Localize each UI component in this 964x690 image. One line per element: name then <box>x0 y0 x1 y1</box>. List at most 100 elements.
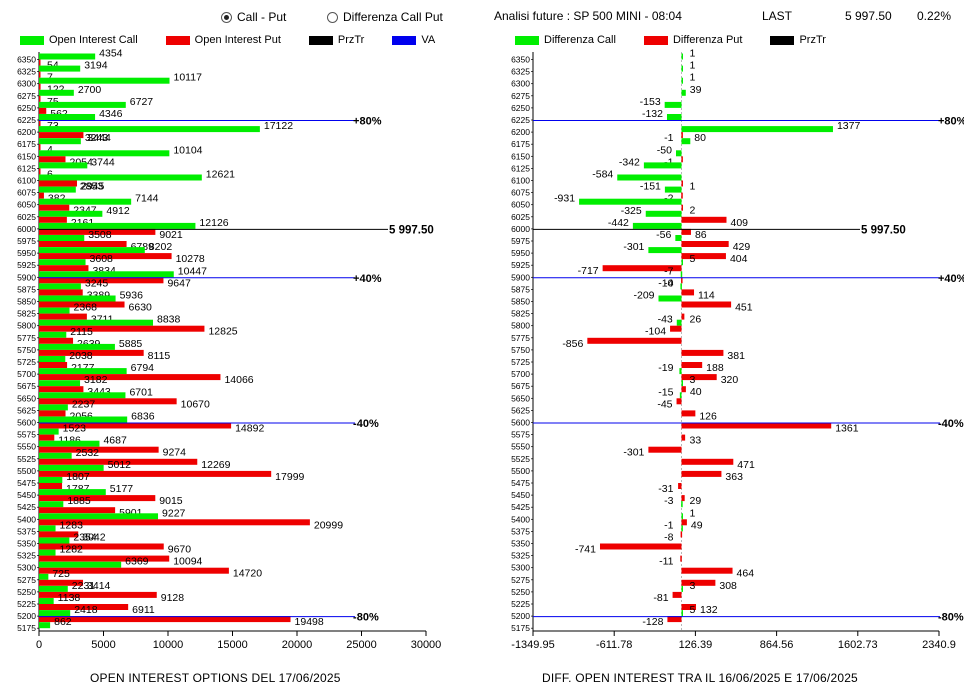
data-label-put: 29 <box>689 495 701 507</box>
data-label-put: -128 <box>642 616 663 628</box>
bar-call <box>681 138 691 145</box>
bar-put <box>602 265 682 272</box>
data-label-put: -1 <box>664 132 673 144</box>
data-label-put: 86 <box>695 229 707 241</box>
data-label-put: 9021 <box>159 229 183 241</box>
legend-item-va: VA <box>392 34 435 46</box>
bar-call <box>39 53 96 60</box>
legend-label: PrzTr <box>337 34 365 46</box>
data-label-call: -56 <box>656 229 671 241</box>
data-label-call: 5177 <box>110 483 134 495</box>
strike-label: 5350 <box>511 539 530 549</box>
data-label-put: 409 <box>730 217 748 229</box>
bar-put <box>39 120 41 126</box>
bar-put <box>39 107 47 114</box>
strike-label: 6300 <box>17 79 36 89</box>
bar-put <box>39 434 55 441</box>
bar-call <box>632 222 682 229</box>
radio-selected-icon <box>221 11 232 23</box>
data-label-put: 2 <box>689 205 695 217</box>
data-label-call: 3 <box>689 374 695 386</box>
legend-label: Open Interest Put <box>194 34 281 46</box>
bar-put <box>39 519 310 526</box>
data-label-call: -43 <box>658 314 673 326</box>
bar-put <box>39 325 205 332</box>
data-label-put: 20999 <box>314 519 343 531</box>
data-label-call: 2368 <box>74 302 98 314</box>
legend-label: PrzTr <box>799 34 826 46</box>
bar-call <box>681 65 683 72</box>
data-label-put: -31 <box>658 483 673 495</box>
strike-label: 5500 <box>511 466 530 476</box>
bar-call <box>681 585 683 592</box>
data-label-call: 3744 <box>91 156 115 168</box>
va-label: +80% <box>353 116 382 128</box>
data-label-put: 19498 <box>295 616 324 628</box>
bar-put <box>39 604 129 610</box>
data-label-call: 1 <box>689 60 695 72</box>
strike-label: 5850 <box>511 297 530 307</box>
strike-label: 6175 <box>17 139 36 149</box>
data-label-call: 7144 <box>135 193 159 205</box>
x-tick-label: 25000 <box>346 639 377 651</box>
bar-put <box>39 555 170 562</box>
last-value: 5 997.50 <box>845 9 892 23</box>
bar-put <box>39 71 41 78</box>
data-label-call: -3 <box>664 495 673 507</box>
bar-call <box>645 210 682 217</box>
bar-put <box>39 180 77 187</box>
bar-call <box>39 331 67 338</box>
bar-call <box>675 235 682 241</box>
bar-call <box>39 489 106 496</box>
va-label: -40% <box>353 418 379 430</box>
strike-label: 5725 <box>511 357 530 367</box>
strike-label: 6025 <box>511 212 530 222</box>
bar-call <box>39 89 74 96</box>
bar-put <box>681 386 686 393</box>
bar-put <box>39 192 44 199</box>
strike-label: 6175 <box>511 139 530 149</box>
bar-call <box>39 101 126 108</box>
radio-call-put-label: Call - Put <box>237 10 287 24</box>
legend-item-przTr-right: PrzTr <box>770 34 826 46</box>
strike-label: 5225 <box>511 599 530 609</box>
data-label-put: 14720 <box>233 568 262 580</box>
bar-put <box>39 446 159 453</box>
left-chart-title: OPEN INTEREST OPTIONS DEL 17/06/2025 <box>90 671 341 685</box>
x-tick-label: 1602.73 <box>838 639 878 651</box>
strike-label: 6225 <box>511 115 530 125</box>
bar-call <box>39 561 122 568</box>
strike-label: 5250 <box>17 587 36 597</box>
bar-call <box>39 114 96 120</box>
bar-call <box>681 525 683 532</box>
bar-put <box>39 132 84 139</box>
strike-label: 6100 <box>511 176 530 186</box>
bar-put <box>681 410 696 417</box>
data-label-put: 10094 <box>173 556 202 568</box>
strike-label: 5700 <box>17 369 36 379</box>
bar-put <box>39 398 177 405</box>
bar-call <box>666 114 682 120</box>
data-label-put: -8 <box>664 531 673 543</box>
radio-differenza[interactable]: Differenza Call Put <box>327 10 443 24</box>
bar-put <box>681 156 683 163</box>
data-label-call: 9227 <box>162 507 186 519</box>
data-label-call: 1282 <box>60 544 84 556</box>
strike-label: 5950 <box>511 248 530 258</box>
bar-put <box>681 422 832 429</box>
data-label-put: 4 <box>47 144 53 156</box>
bar-put <box>39 289 83 296</box>
bar-put <box>39 95 41 102</box>
strike-label: 5600 <box>511 418 530 428</box>
bar-put <box>599 543 682 550</box>
bar-call <box>681 259 683 266</box>
data-label-call: 5936 <box>120 290 144 302</box>
data-label-call: 1 <box>689 48 695 60</box>
data-label-call: 3182 <box>84 374 108 386</box>
data-label-call: 4346 <box>99 108 123 120</box>
radio-call-put[interactable]: Call - Put <box>221 10 286 24</box>
data-label-put: -717 <box>578 265 599 277</box>
bar-put <box>681 495 685 502</box>
data-label-call: -931 <box>554 193 575 205</box>
data-label-put: 33 <box>689 435 701 447</box>
